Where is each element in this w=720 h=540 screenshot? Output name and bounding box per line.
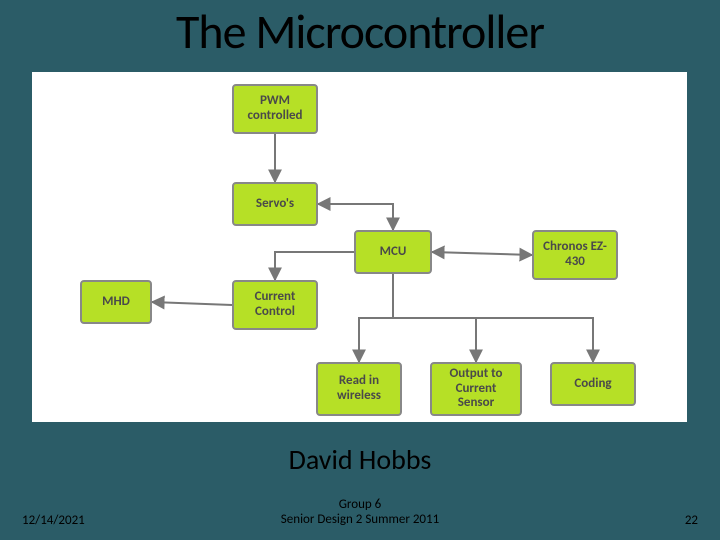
node-chronos: Chronos EZ-430 — [532, 230, 618, 280]
node-mcu: MCU — [354, 230, 432, 274]
node-pwm: PWM controlled — [232, 84, 318, 134]
presenter-name: David Hobbs — [0, 442, 720, 477]
node-current: Current Control — [232, 280, 318, 330]
slide: The Microcontroller PWM controlled Servo'… — [0, 0, 720, 540]
footer-center: Group 6 Senior Design 2 Summer 2011 — [0, 497, 720, 528]
page-title: The Microcontroller — [0, 2, 720, 61]
diagram-area: PWM controlled Servo's MCU Chronos EZ-430 MH… — [32, 72, 687, 422]
footer-course: Senior Design 2 Summer 2011 — [0, 512, 720, 528]
node-servo: Servo's — [232, 182, 318, 226]
node-coding: Coding — [550, 362, 636, 406]
node-outcs: Output to Current Sensor — [430, 362, 522, 416]
node-readwl: Read in wireless — [316, 362, 402, 416]
node-mhd: MHD — [80, 280, 152, 324]
footer: 12/14/2021 Group 6 Senior Design 2 Summe… — [0, 494, 720, 528]
footer-group: Group 6 — [0, 497, 720, 513]
footer-page: 22 — [685, 513, 698, 528]
